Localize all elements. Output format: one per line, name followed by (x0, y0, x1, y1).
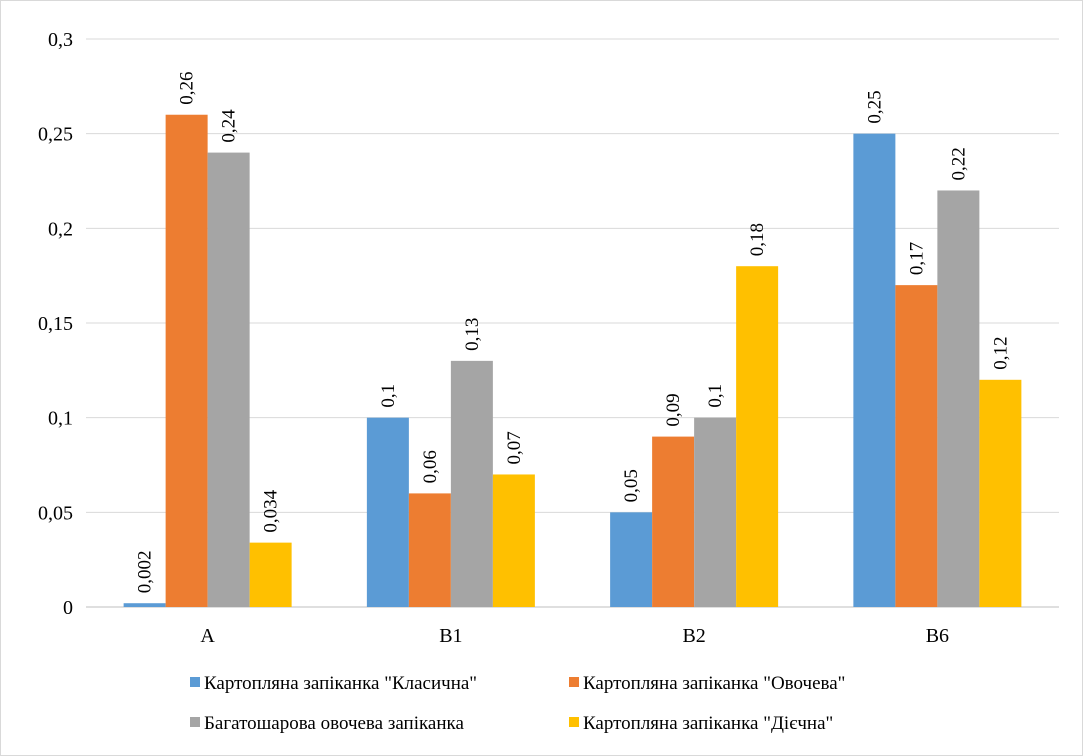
data-label: 0,18 (747, 223, 768, 256)
bar (165, 114, 208, 607)
data-label: 0,26 (177, 71, 198, 104)
bar (937, 190, 980, 607)
data-label: 0,24 (219, 109, 240, 143)
y-tick-label: 0,15 (38, 313, 73, 335)
bar (450, 360, 493, 607)
bar (979, 379, 1022, 607)
legend-label: Картопляна запіканка "Овочева" (583, 673, 845, 694)
legend-label: Багатошарова овочева запіканка (204, 713, 464, 734)
data-label: 0,07 (504, 431, 525, 464)
data-label: 0,002 (135, 550, 156, 593)
legend-label: Картопляна запіканка "Класична" (204, 673, 477, 694)
data-label: 0,25 (864, 90, 885, 123)
data-label: 0,034 (261, 489, 282, 532)
y-tick-label: 0 (63, 597, 73, 619)
x-tick-label: B1 (439, 625, 462, 647)
data-label: 0,06 (420, 450, 441, 483)
bar (249, 542, 292, 607)
y-tick-label: 0,1 (48, 408, 73, 430)
bar (366, 417, 409, 607)
bar (207, 152, 250, 607)
data-label: 0,09 (663, 393, 684, 426)
bar (895, 285, 938, 607)
bar (492, 474, 535, 607)
bar (694, 417, 737, 607)
bar (853, 133, 896, 607)
bar (652, 436, 695, 607)
x-tick-label: A (200, 625, 215, 647)
bar (736, 266, 779, 607)
data-label: 0,17 (906, 242, 927, 275)
data-label: 0,22 (948, 147, 969, 180)
bar (123, 603, 166, 607)
data-label: 0,05 (621, 469, 642, 502)
y-tick-label: 0,2 (48, 218, 73, 240)
x-tick-label: B6 (926, 625, 949, 647)
legend-swatch (569, 677, 579, 687)
data-label: 0,12 (990, 337, 1011, 370)
legend-label: Картопляна запіканка "Дієчна" (583, 713, 833, 734)
x-tick-label: B2 (682, 625, 705, 647)
legend-swatch (190, 677, 200, 687)
data-label: 0,13 (462, 318, 483, 351)
bar (408, 493, 451, 607)
legend-swatch (190, 717, 200, 727)
y-tick-label: 0,25 (38, 124, 73, 146)
data-label: 0,1 (705, 384, 726, 408)
bar (610, 512, 653, 607)
y-tick-label: 0,05 (38, 502, 73, 524)
data-label: 0,1 (378, 384, 399, 408)
legend-swatch (569, 717, 579, 727)
y-tick-label: 0,3 (48, 29, 73, 51)
